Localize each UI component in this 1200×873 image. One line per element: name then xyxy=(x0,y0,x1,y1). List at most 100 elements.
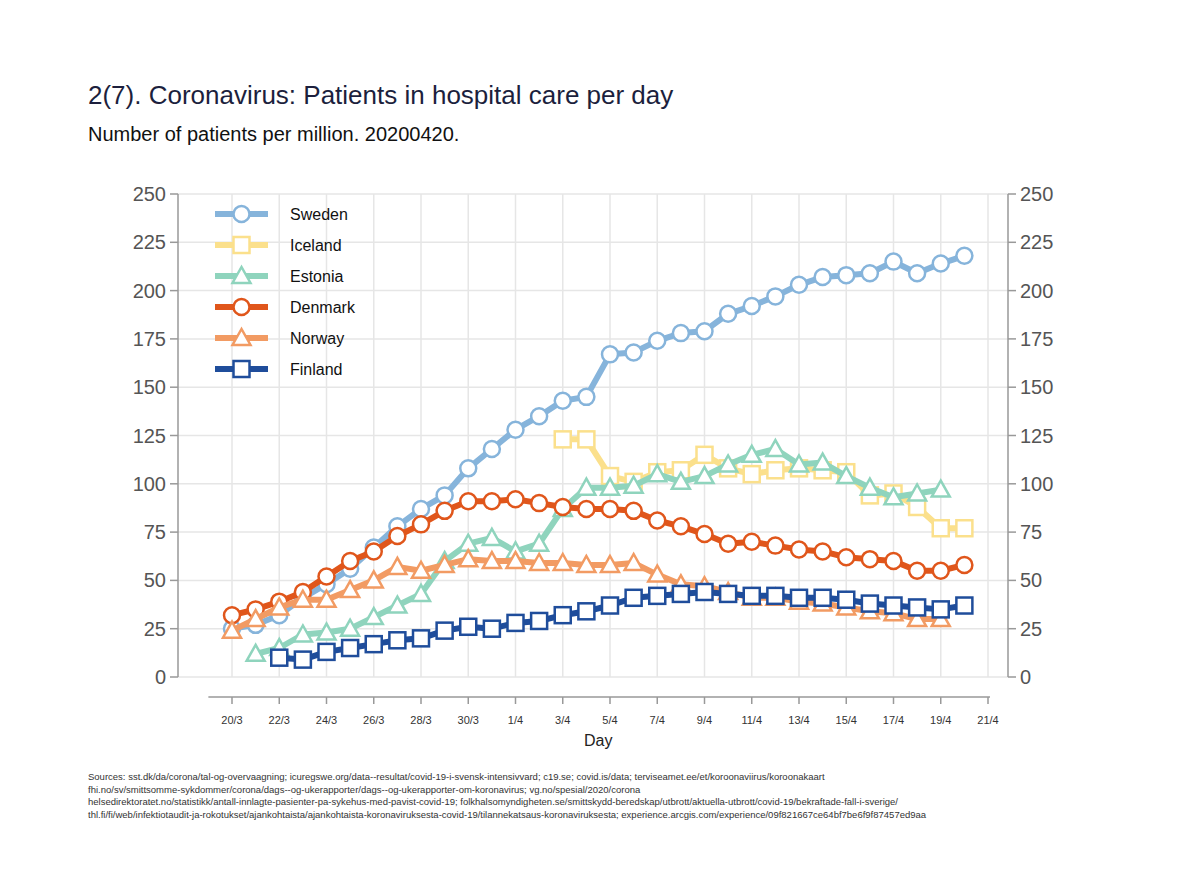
y2-tick xyxy=(1008,676,1016,678)
data-point xyxy=(342,553,358,569)
data-point xyxy=(886,254,902,270)
data-point xyxy=(744,298,760,314)
data-point xyxy=(696,467,714,483)
data-point xyxy=(743,446,761,462)
data-point xyxy=(719,455,737,471)
data-point xyxy=(365,571,383,587)
y2-tick xyxy=(1008,628,1016,630)
data-point xyxy=(956,557,972,573)
data-point xyxy=(626,590,642,606)
data-point xyxy=(295,652,311,668)
y-tick xyxy=(170,242,178,244)
data-point xyxy=(720,306,736,322)
data-point xyxy=(766,440,784,456)
chart-svg: 2(7). Coronavirus: Patients in hospital … xyxy=(0,0,1200,873)
y-tick-label: 225 xyxy=(133,231,166,253)
data-point xyxy=(697,323,713,339)
legend-marker xyxy=(234,299,250,315)
data-point xyxy=(862,265,878,281)
data-point xyxy=(697,447,713,463)
y2-tick xyxy=(1008,193,1016,195)
legend-label: Norway xyxy=(290,330,344,347)
x-tick-label: 21/4 xyxy=(977,714,998,726)
data-point xyxy=(413,630,429,646)
x-tick-label: 17/4 xyxy=(883,714,904,726)
data-point xyxy=(602,598,618,614)
y2-tick xyxy=(1008,435,1016,437)
y2-tick-label: 250 xyxy=(1020,183,1053,205)
data-point xyxy=(531,408,547,424)
data-point xyxy=(413,516,429,532)
data-point xyxy=(648,465,666,481)
x-tick-label: 1/4 xyxy=(508,714,523,726)
data-point xyxy=(412,562,430,578)
data-point xyxy=(531,613,547,629)
x-tick xyxy=(657,697,659,704)
data-point xyxy=(555,393,571,409)
data-point xyxy=(602,346,618,362)
source-line: thl.fi/fi/web/infektiotaudit-ja-rokotuks… xyxy=(88,809,927,820)
data-point xyxy=(815,269,831,285)
x-tick xyxy=(609,697,611,704)
data-point xyxy=(909,265,925,281)
x-axis-label: Day xyxy=(584,732,612,749)
y-tick-label: 75 xyxy=(144,521,166,543)
data-point xyxy=(626,344,642,360)
chart-container: 2(7). Coronavirus: Patients in hospital … xyxy=(0,0,1200,873)
data-point xyxy=(767,538,783,554)
data-point xyxy=(341,581,359,597)
y2-tick xyxy=(1008,338,1016,340)
y-tick xyxy=(170,338,178,340)
data-point xyxy=(861,479,879,495)
data-point xyxy=(554,500,572,516)
y2-tick-label: 175 xyxy=(1020,328,1053,350)
data-point xyxy=(886,598,902,614)
data-point xyxy=(648,566,666,582)
data-point xyxy=(247,645,265,661)
data-point xyxy=(838,267,854,283)
x-tick xyxy=(562,697,564,704)
x-tick xyxy=(846,697,848,704)
y2-tick xyxy=(1008,290,1016,292)
y2-tick-label: 100 xyxy=(1020,473,1053,495)
data-point xyxy=(577,479,595,495)
y-tick-label: 50 xyxy=(144,569,166,591)
x-tick xyxy=(420,697,422,704)
x-tick-label: 13/4 xyxy=(788,714,809,726)
data-point xyxy=(956,248,972,264)
x-tick xyxy=(798,697,800,704)
y2-tick-label: 225 xyxy=(1020,231,1053,253)
x-grid-line xyxy=(231,194,233,677)
series-line xyxy=(256,449,941,654)
y2-tick xyxy=(1008,242,1016,244)
y-tick xyxy=(170,676,178,678)
x-tick xyxy=(515,697,517,704)
y-tick xyxy=(170,531,178,533)
data-point xyxy=(365,608,383,624)
y-tick xyxy=(170,483,178,485)
data-point xyxy=(909,599,925,615)
data-point xyxy=(389,632,405,648)
data-point xyxy=(791,590,807,606)
x-tick-label: 5/4 xyxy=(602,714,617,726)
data-point xyxy=(555,607,571,623)
data-point xyxy=(791,277,807,293)
x-tick-label: 7/4 xyxy=(650,714,665,726)
data-point xyxy=(626,503,642,519)
x-grid-line xyxy=(420,194,422,677)
data-point xyxy=(862,551,878,567)
data-point xyxy=(744,588,760,604)
x-grid-line xyxy=(704,194,706,677)
data-point xyxy=(791,541,807,557)
y-tick xyxy=(170,386,178,388)
data-point xyxy=(270,598,288,614)
y2-tick-label: 150 xyxy=(1020,376,1053,398)
data-point xyxy=(673,586,689,602)
legend: SwedenIcelandEstoniaDenmarkNorwayFinland xyxy=(215,206,356,378)
data-point xyxy=(271,650,287,666)
source-line: fhi.no/sv/smittsomme-sykdommer/corona/da… xyxy=(88,784,641,795)
data-point xyxy=(388,597,406,613)
title: 2(7). Coronavirus: Patients in hospital … xyxy=(88,80,673,110)
x-tick xyxy=(231,697,233,704)
data-point xyxy=(673,325,689,341)
